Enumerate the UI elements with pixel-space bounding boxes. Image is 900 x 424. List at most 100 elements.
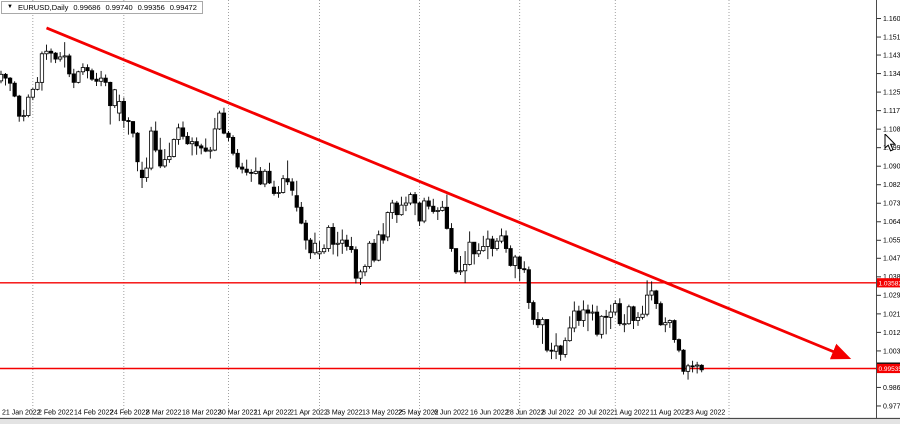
price-tick-label: 1.06465 xyxy=(883,219,900,226)
candle-body xyxy=(594,311,600,335)
candle xyxy=(235,149,240,170)
candle-body xyxy=(453,248,459,273)
price-tick-label: 1.02115 xyxy=(883,311,900,318)
candle xyxy=(535,312,541,328)
candle-body xyxy=(217,112,222,130)
candle-body xyxy=(280,178,286,193)
candle-body xyxy=(467,241,472,265)
candle xyxy=(513,254,518,279)
date-label: 11 Apr 2022 xyxy=(254,410,291,417)
candle xyxy=(117,94,122,122)
date-label: 30 Mar 2022 xyxy=(218,410,257,417)
candle xyxy=(30,87,35,101)
candle-body xyxy=(640,313,645,318)
candle xyxy=(253,157,258,175)
candle-body xyxy=(58,56,63,60)
candle xyxy=(262,169,268,188)
candle xyxy=(199,143,204,155)
candle-body xyxy=(240,166,245,170)
candle-body xyxy=(526,269,531,303)
candle xyxy=(335,231,340,257)
candle xyxy=(608,304,613,330)
candle-body xyxy=(408,194,413,204)
candle xyxy=(526,266,531,309)
candle-body xyxy=(276,192,281,194)
candle-body xyxy=(235,152,240,168)
candle-body xyxy=(353,249,359,279)
candle-body xyxy=(681,349,686,372)
date-label: 21 Apr 2022 xyxy=(290,410,328,417)
candle xyxy=(558,344,563,361)
candle-body xyxy=(590,311,595,314)
candle xyxy=(649,281,654,301)
candle-body xyxy=(230,137,236,154)
candle-body xyxy=(390,202,395,213)
date-label: 16 Jun 2022 xyxy=(470,410,509,417)
candle xyxy=(139,161,145,189)
candle-body xyxy=(695,364,700,367)
price-tick-label: 1.02990 xyxy=(883,293,900,300)
candle-body xyxy=(554,345,559,352)
date-label: 8 Mar 2022 xyxy=(146,410,182,417)
price-tick-label: 1.14340 xyxy=(883,52,900,59)
candle xyxy=(681,349,686,375)
candle-body xyxy=(394,202,399,216)
candle-body xyxy=(290,181,295,191)
candle xyxy=(685,363,691,380)
candle-body xyxy=(30,88,35,98)
candle-body xyxy=(367,242,372,267)
candle-body xyxy=(89,70,95,80)
candle xyxy=(353,246,359,284)
candle xyxy=(89,68,95,81)
candle-body xyxy=(171,139,176,157)
candle-body xyxy=(44,50,49,55)
candle xyxy=(399,196,404,216)
candle xyxy=(349,236,354,253)
candle-body xyxy=(226,132,231,138)
price-tick-label: 0.98640 xyxy=(883,385,900,392)
candle-body xyxy=(299,206,304,224)
candle xyxy=(71,68,76,89)
candle-body xyxy=(144,167,149,179)
candle xyxy=(103,74,108,87)
candle xyxy=(563,337,568,358)
trendline-arrow[interactable] xyxy=(45,26,852,360)
candle xyxy=(17,94,22,122)
candle xyxy=(572,301,577,333)
candle xyxy=(194,137,199,155)
candle-body xyxy=(85,67,90,72)
candle-body xyxy=(531,302,536,320)
price-axis[interactable]: 1.16065 1.15190 1.14340 1.13465 1.12590 1.117… xyxy=(876,16,900,410)
candle-body xyxy=(522,268,527,271)
candle xyxy=(417,201,422,226)
candle-body xyxy=(422,200,427,222)
candle xyxy=(544,319,550,353)
line-price-tag: 0.99535 xyxy=(877,362,900,374)
chart-dropdown-icon[interactable]: ▼ xyxy=(7,4,13,10)
candle xyxy=(280,175,286,194)
candle xyxy=(108,81,113,125)
candle-body xyxy=(599,315,604,335)
candle-body xyxy=(658,303,663,326)
date-label: 6 Jun 2022 xyxy=(434,410,469,417)
candle xyxy=(180,121,186,140)
candle xyxy=(549,342,554,360)
candle xyxy=(258,167,263,186)
candle xyxy=(208,146,213,159)
candle-body xyxy=(403,202,409,206)
candle-body xyxy=(135,132,140,163)
candle xyxy=(403,196,409,212)
candle xyxy=(226,131,231,142)
candle xyxy=(344,234,349,251)
candle-body xyxy=(608,311,613,318)
candle-body xyxy=(39,53,45,83)
candle xyxy=(631,305,636,330)
candle-body xyxy=(358,271,363,279)
symbol-info-box[interactable]: ▼ EURUSD,Daily 0.99686 0.99740 0.99356 0… xyxy=(1,1,203,14)
candle-body xyxy=(490,238,495,249)
candle xyxy=(67,53,72,78)
candle-body xyxy=(26,96,31,116)
